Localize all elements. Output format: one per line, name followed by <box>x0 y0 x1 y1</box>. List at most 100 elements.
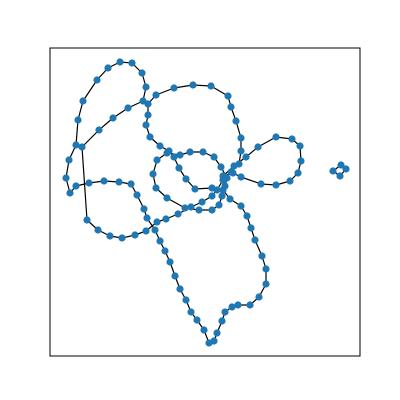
graph-node <box>210 153 218 161</box>
graph-node <box>175 164 183 172</box>
graph-node <box>336 172 344 180</box>
graph-node <box>138 69 146 77</box>
graph-node <box>142 121 150 129</box>
graph-node <box>151 226 159 234</box>
graph-node <box>200 326 208 334</box>
graph-node <box>286 177 294 185</box>
graph-node <box>156 237 164 245</box>
edge-path-inner-left-loop <box>152 151 228 211</box>
graph-node <box>74 116 82 124</box>
graph-node <box>100 177 108 185</box>
graph-node <box>139 97 147 105</box>
graph-node <box>124 104 132 112</box>
graph-node <box>242 153 250 161</box>
graph-node <box>189 81 197 89</box>
graph-node <box>153 156 161 164</box>
graph-node <box>218 317 226 325</box>
graph-node <box>176 151 184 159</box>
graph-node <box>161 247 169 255</box>
graph-node <box>153 218 161 226</box>
graph-node <box>251 236 259 244</box>
graph-node <box>133 191 141 199</box>
graph-node <box>187 203 195 211</box>
graph-node <box>127 180 135 188</box>
graph-node <box>193 316 201 324</box>
graph-node <box>131 231 139 239</box>
graph-node <box>176 285 184 293</box>
graph-node <box>66 189 74 197</box>
graph-node <box>219 172 227 180</box>
graph-node <box>163 194 171 202</box>
graph-node <box>254 143 262 151</box>
graph-node <box>85 179 93 187</box>
graph-node <box>288 135 296 143</box>
graph-node <box>232 117 240 125</box>
graph-node <box>208 184 216 192</box>
graph-node <box>255 293 263 301</box>
graph-node <box>234 301 242 309</box>
graph-node <box>79 97 87 105</box>
graph-node <box>329 167 337 175</box>
graph-node <box>208 206 216 214</box>
graph-node <box>342 165 350 173</box>
graph-node <box>181 204 189 212</box>
graph-node <box>93 76 101 84</box>
graph-node <box>187 308 195 316</box>
graph-node <box>237 147 245 155</box>
graph-node <box>152 184 160 192</box>
edge-path-main-chain <box>65 61 267 344</box>
graph-node <box>258 252 266 260</box>
graph-node <box>230 162 238 170</box>
graph-node <box>262 280 270 288</box>
graph-node <box>228 303 236 311</box>
graph-node <box>142 83 150 91</box>
graph-node <box>199 148 207 156</box>
graph-node <box>218 192 226 200</box>
graph-node <box>182 296 190 304</box>
graph-node <box>174 210 182 218</box>
graph-node <box>140 205 148 213</box>
graph-node <box>247 224 255 232</box>
graph-node <box>237 134 245 142</box>
graph-node <box>163 149 171 157</box>
graph-node <box>72 141 80 149</box>
graph-node <box>217 163 225 171</box>
graph-node <box>65 156 73 164</box>
graph-node <box>215 201 223 209</box>
graph-node <box>72 182 80 190</box>
graph-edges <box>65 61 347 344</box>
graph-node <box>195 206 203 214</box>
graph-node <box>262 265 270 273</box>
graph-node <box>227 103 235 111</box>
graph-node <box>156 142 164 150</box>
graph-node <box>144 111 152 119</box>
graph-node <box>297 157 305 165</box>
graph-node <box>243 212 251 220</box>
graph-node <box>149 170 157 178</box>
graph-node <box>166 258 174 266</box>
graph-node <box>226 195 234 203</box>
graph-node <box>152 91 160 99</box>
graph-node <box>221 182 229 190</box>
graph-node <box>207 82 215 90</box>
graph-node <box>221 308 229 316</box>
graph-node <box>162 215 170 223</box>
graph-node <box>272 181 280 189</box>
graph-node <box>186 148 194 156</box>
graph-node <box>142 227 150 235</box>
graph-node <box>171 272 179 280</box>
graph-node <box>109 114 117 122</box>
graph-node <box>294 169 302 177</box>
graph-node <box>128 59 136 67</box>
graph-node <box>224 92 232 100</box>
graph-node <box>115 178 123 186</box>
graph-node <box>104 64 112 72</box>
graph-nodes <box>62 58 350 347</box>
graph-node <box>78 143 86 151</box>
graph-node <box>83 216 91 224</box>
graph-node <box>118 234 126 242</box>
graph-node <box>337 161 345 169</box>
graph-node <box>237 173 245 181</box>
graph-node <box>116 58 124 66</box>
